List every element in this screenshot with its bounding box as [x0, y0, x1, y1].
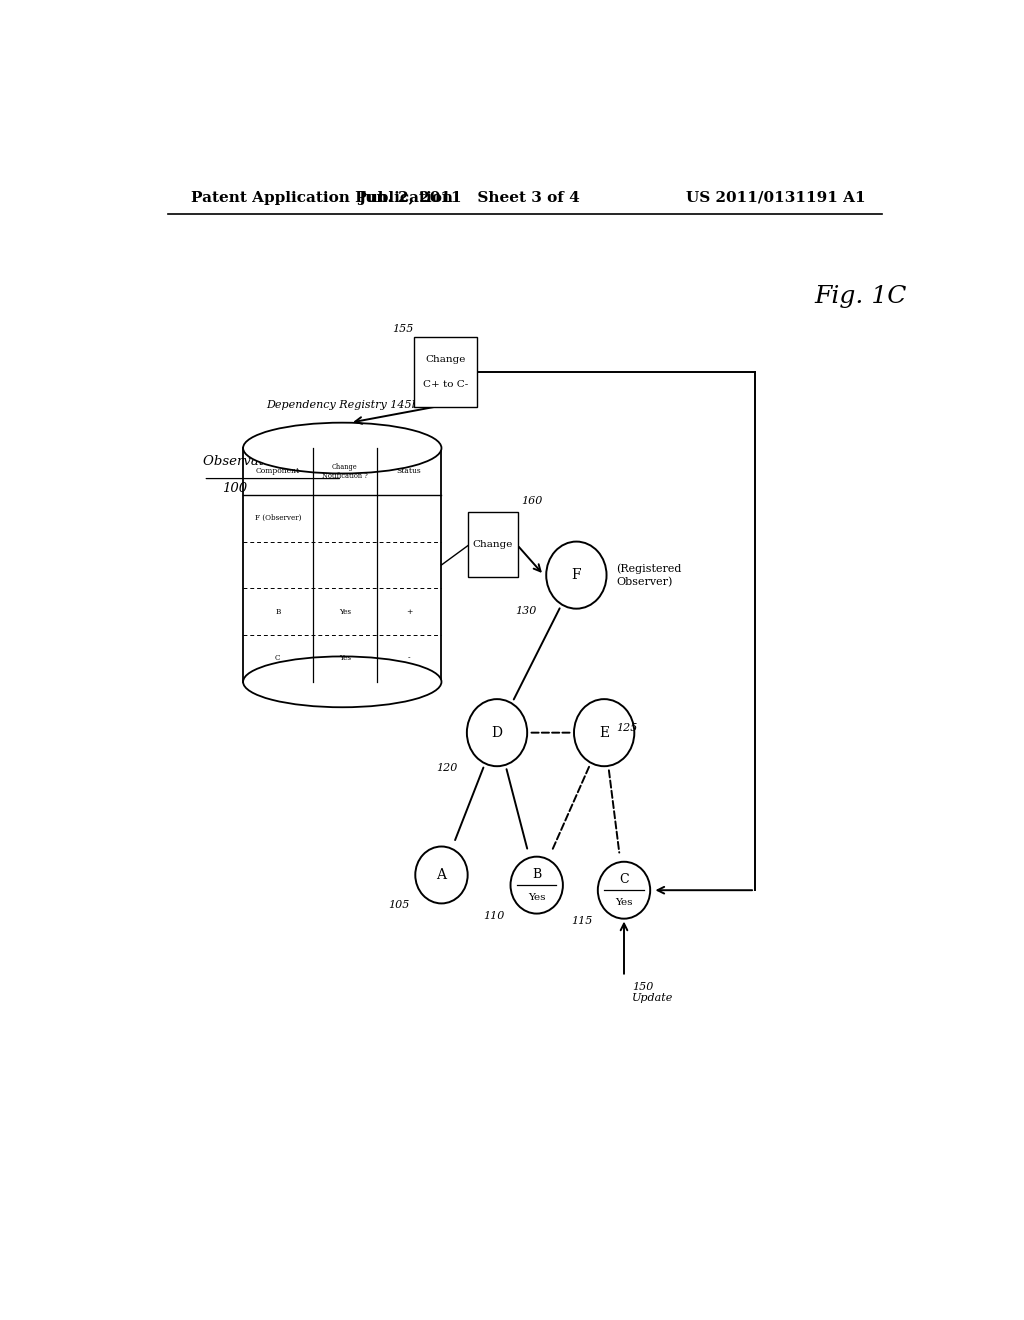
- FancyBboxPatch shape: [414, 337, 477, 407]
- Text: 125: 125: [616, 722, 638, 733]
- Text: 110: 110: [483, 911, 505, 920]
- Text: -: -: [408, 655, 411, 663]
- Ellipse shape: [574, 700, 634, 766]
- Text: US 2011/0131191 A1: US 2011/0131191 A1: [686, 191, 866, 205]
- Text: B: B: [532, 867, 542, 880]
- Text: Observation System: Observation System: [204, 455, 339, 469]
- Text: 120: 120: [436, 763, 458, 774]
- Text: Yes: Yes: [615, 898, 633, 907]
- Text: Dependency Registry 145b: Dependency Registry 145b: [266, 400, 419, 411]
- Text: C+ to C-: C+ to C-: [423, 380, 468, 388]
- Text: 100: 100: [222, 482, 248, 495]
- Text: C: C: [275, 655, 281, 663]
- Text: 150
Update: 150 Update: [632, 982, 674, 1003]
- Bar: [243, 447, 441, 682]
- Text: 130: 130: [515, 606, 537, 615]
- Text: F: F: [571, 568, 582, 582]
- Ellipse shape: [416, 846, 468, 903]
- Text: 155: 155: [393, 323, 414, 334]
- Ellipse shape: [546, 541, 606, 609]
- Ellipse shape: [243, 656, 441, 708]
- Ellipse shape: [467, 700, 527, 766]
- Text: Yes: Yes: [339, 655, 351, 663]
- Text: (Registered
Observer): (Registered Observer): [616, 564, 681, 587]
- FancyBboxPatch shape: [468, 512, 518, 577]
- Text: Fig. 1C: Fig. 1C: [814, 285, 907, 309]
- Text: Change: Change: [425, 355, 466, 364]
- Text: Status: Status: [397, 467, 422, 475]
- Text: Component: Component: [256, 467, 300, 475]
- Text: D: D: [492, 726, 503, 739]
- Ellipse shape: [598, 862, 650, 919]
- Text: Patent Application Publication: Patent Application Publication: [191, 191, 454, 205]
- Text: Jun. 2, 2011   Sheet 3 of 4: Jun. 2, 2011 Sheet 3 of 4: [358, 191, 581, 205]
- Text: Yes: Yes: [339, 607, 351, 615]
- Text: A: A: [436, 869, 446, 882]
- Text: F (Observer): F (Observer): [255, 515, 301, 523]
- Ellipse shape: [243, 422, 441, 474]
- Text: E: E: [599, 726, 609, 739]
- Text: Yes: Yes: [528, 892, 546, 902]
- Text: B: B: [275, 607, 281, 615]
- Text: +: +: [407, 607, 413, 615]
- Text: Change
Notification ?: Change Notification ?: [322, 463, 368, 480]
- Text: C: C: [620, 873, 629, 886]
- Text: 115: 115: [571, 916, 592, 925]
- Ellipse shape: [511, 857, 563, 913]
- Text: 105: 105: [388, 900, 410, 911]
- Text: 160: 160: [521, 496, 542, 506]
- Text: Change: Change: [473, 540, 513, 549]
